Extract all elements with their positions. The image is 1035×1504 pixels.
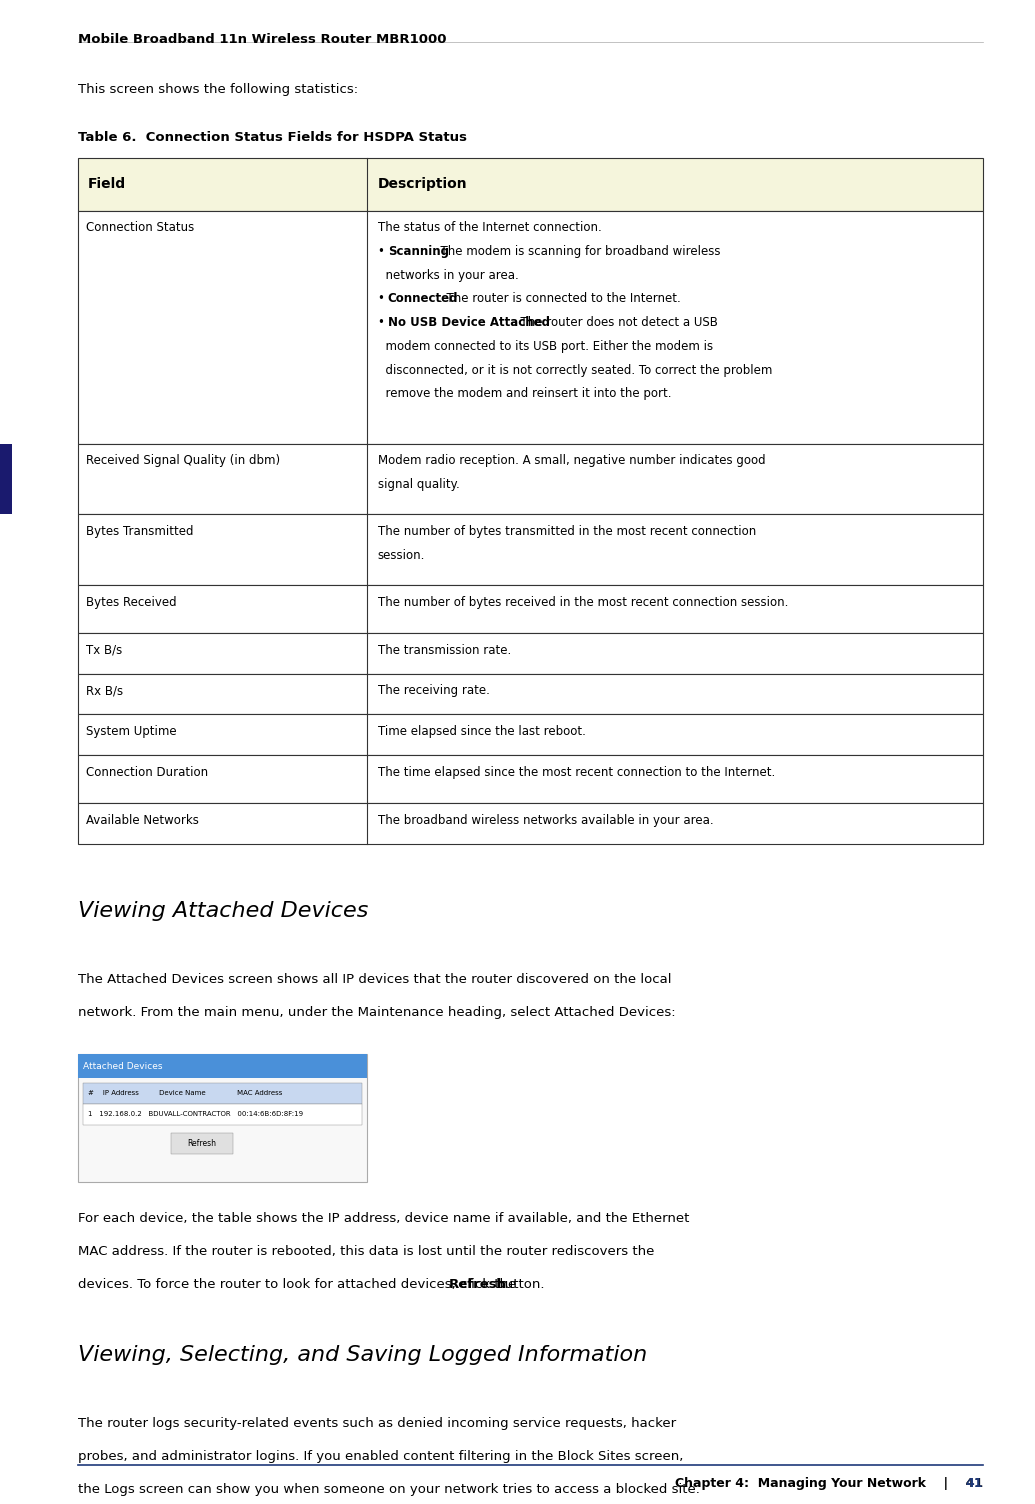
Bar [78,674,983,714]
Text: Scanning: Scanning [388,245,449,257]
Text: No USB Device Attached: No USB Device Attached [388,316,550,329]
Text: 41: 41 [966,1477,983,1490]
Text: The number of bytes received in the most recent connection session.: The number of bytes received in the most… [378,596,788,609]
Text: The number of bytes transmitted in the most recent connection: The number of bytes transmitted in the m… [378,525,756,538]
Text: The receiving rate.: The receiving rate. [378,684,490,698]
Text: probes, and administrator logins. If you enabled content filtering in the Block : probes, and administrator logins. If you… [78,1450,683,1463]
Text: For each device, the table shows the IP address, device name if available, and t: For each device, the table shows the IP … [78,1212,689,1226]
Bar [78,633,983,674]
Text: . The modem is scanning for broadband wireless: . The modem is scanning for broadband wi… [434,245,720,257]
Text: The Attached Devices screen shows all IP devices that the router discovered on t: The Attached Devices screen shows all IP… [78,973,671,987]
Bar [78,514,983,585]
Bar [78,158,983,211]
Text: session.: session. [378,549,425,561]
Bar [78,1054,367,1078]
Text: . The router does not detect a USB: . The router does not detect a USB [513,316,718,329]
Text: . The router is connected to the Internet.: . The router is connected to the Interne… [439,292,681,305]
Text: Refresh: Refresh [187,1139,216,1148]
Text: Connection Duration: Connection Duration [86,766,208,779]
Text: Bytes Transmitted: Bytes Transmitted [86,525,194,538]
Text: remove the modem and reinsert it into the port.: remove the modem and reinsert it into th… [378,388,672,400]
Bar [0,444,12,514]
Text: Chapter 4:  Managing Your Network    |    41: Chapter 4: Managing Your Network | 41 [675,1477,983,1490]
Bar [78,211,983,444]
Bar [78,585,983,633]
Text: The status of the Internet connection.: The status of the Internet connection. [378,221,601,235]
Text: Bytes Received: Bytes Received [86,596,177,609]
Text: Viewing, Selecting, and Saving Logged Information: Viewing, Selecting, and Saving Logged In… [78,1345,647,1364]
Text: network. From the main menu, under the Maintenance heading, select Attached Devi: network. From the main menu, under the M… [78,1006,675,1020]
Text: 1   192.168.0.2   BDUVALL-CONTRACTOR   00:14:6B:6D:8F:19: 1 192.168.0.2 BDUVALL-CONTRACTOR 00:14:6… [88,1111,303,1117]
Text: •: • [378,292,388,305]
Text: Refresh: Refresh [449,1278,507,1292]
Text: Table 6.  Connection Status Fields for HSDPA Status: Table 6. Connection Status Fields for HS… [78,131,467,144]
Text: Viewing Attached Devices: Viewing Attached Devices [78,901,368,920]
Bar [78,1054,367,1182]
Text: button.: button. [493,1278,545,1292]
Text: Connection Status: Connection Status [86,221,195,235]
Text: Attached Devices: Attached Devices [83,1062,162,1071]
Bar [78,714,983,755]
Text: #    IP Address         Device Name              MAC Address: # IP Address Device Name MAC Address [88,1090,283,1096]
Text: Tx B/s: Tx B/s [86,644,122,657]
Text: The time elapsed since the most recent connection to the Internet.: The time elapsed since the most recent c… [378,766,775,779]
Text: MAC address. If the router is rebooted, this data is lost until the router redis: MAC address. If the router is rebooted, … [78,1245,654,1259]
Text: The router logs security-related events such as denied incoming service requests: The router logs security-related events … [78,1417,676,1430]
Text: Available Networks: Available Networks [86,814,199,827]
Text: This screen shows the following statistics:: This screen shows the following statisti… [78,83,358,96]
Text: Time elapsed since the last reboot.: Time elapsed since the last reboot. [378,725,586,738]
Text: networks in your area.: networks in your area. [378,269,519,281]
Bar [78,444,983,514]
Text: Rx B/s: Rx B/s [86,684,123,698]
Text: The transmission rate.: The transmission rate. [378,644,511,657]
Text: Modem radio reception. A small, negative number indicates good: Modem radio reception. A small, negative… [378,454,766,468]
Text: Description: Description [378,177,468,191]
Text: Field: Field [88,177,126,191]
Text: Mobile Broadband 11n Wireless Router MBR1000: Mobile Broadband 11n Wireless Router MBR… [78,33,446,47]
Text: the Logs screen can show you when someone on your network tries to access a bloc: the Logs screen can show you when someon… [78,1483,700,1496]
Text: •: • [378,316,388,329]
Text: The broadband wireless networks available in your area.: The broadband wireless networks availabl… [378,814,713,827]
Bar [78,755,983,803]
Text: disconnected, or it is not correctly seated. To correct the problem: disconnected, or it is not correctly sea… [378,364,772,376]
Bar [83,1104,362,1125]
Text: modem connected to its USB port. Either the modem is: modem connected to its USB port. Either … [378,340,713,353]
Text: •: • [378,245,388,257]
Bar [83,1083,362,1104]
Bar [78,803,983,844]
Text: Connected: Connected [388,292,459,305]
Text: devices. To force the router to look for attached devices, click the: devices. To force the router to look for… [78,1278,521,1292]
Text: System Uptime: System Uptime [86,725,177,738]
Text: signal quality.: signal quality. [378,478,460,490]
Bar [171,1133,233,1154]
Text: Received Signal Quality (in dbm): Received Signal Quality (in dbm) [86,454,280,468]
